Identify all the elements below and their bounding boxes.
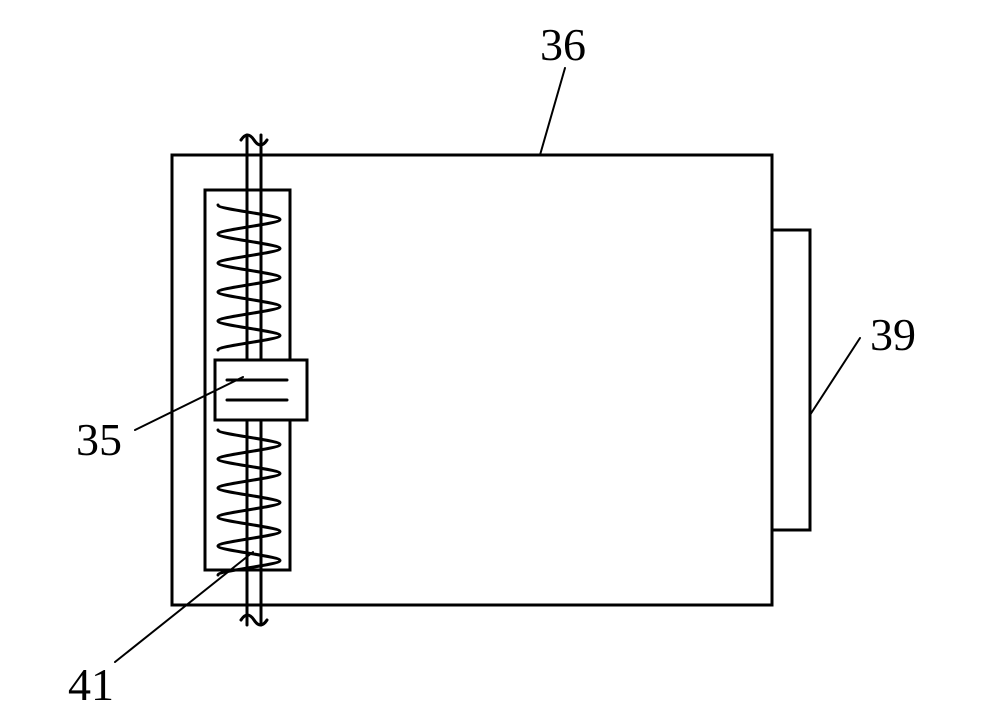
label-top: 36 (540, 19, 586, 70)
leader-right (810, 338, 860, 415)
label-bottom: 41 (68, 659, 114, 710)
leader-bottom (115, 552, 253, 662)
label-right: 39 (870, 309, 916, 360)
leader-top (540, 68, 565, 155)
slider-block (215, 360, 307, 420)
label-mid: 35 (76, 414, 122, 465)
